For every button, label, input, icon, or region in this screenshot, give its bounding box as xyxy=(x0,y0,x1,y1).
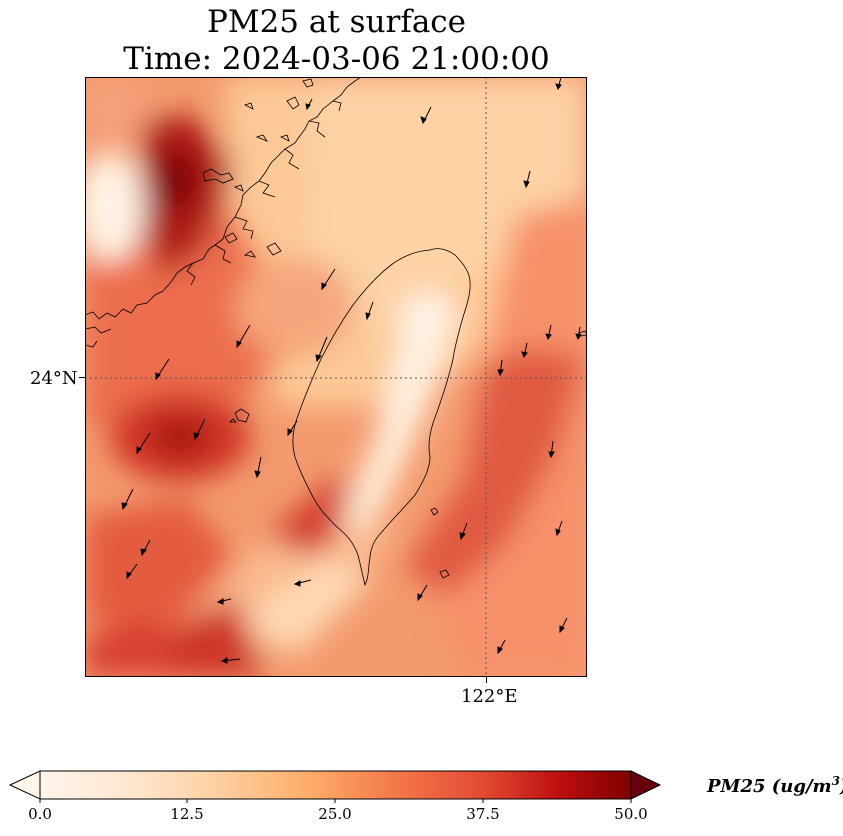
wind-arrow xyxy=(254,456,262,479)
colorbar-extend-max xyxy=(630,770,662,800)
wind-arrow xyxy=(126,563,138,580)
wind-arrow xyxy=(559,617,568,634)
china-coast-bays xyxy=(85,100,342,348)
latitude-tick-label: 24°N xyxy=(30,368,78,389)
wind-arrow xyxy=(365,301,374,321)
wind-arrow xyxy=(555,77,562,91)
wind-arrow xyxy=(315,336,328,363)
colorbar-tick-label: 25.0 xyxy=(318,805,352,823)
colorbar-unit-main: PM25 (ug/m xyxy=(707,776,832,797)
colorbar-tick-label: 37.5 xyxy=(466,805,500,823)
wind-arrow xyxy=(548,440,555,459)
wind-arrow xyxy=(193,418,206,441)
china-coastline xyxy=(85,77,362,320)
penghu-islands xyxy=(229,408,250,423)
wind-arrow xyxy=(121,488,134,511)
colorbar-extend-min xyxy=(8,770,41,800)
green-island xyxy=(430,507,439,516)
map-panel xyxy=(85,77,587,677)
wind-arrow xyxy=(420,106,432,125)
pm25-field xyxy=(85,77,587,677)
map-title-line-1: PM25 at surface xyxy=(206,4,467,40)
wind-arrow xyxy=(545,324,552,341)
wind-arrow xyxy=(305,98,313,111)
map-border xyxy=(85,77,587,677)
longitude-tick-label: 122°E xyxy=(461,686,518,707)
colorbar-tick-label: 12.5 xyxy=(170,805,204,823)
colorbar-tick-label: 50.0 xyxy=(614,805,648,823)
wind-arrow xyxy=(220,657,241,664)
lon-tick-mark xyxy=(486,677,487,683)
colorbar-tick-label: 0.0 xyxy=(28,805,52,823)
colorbar xyxy=(0,760,700,820)
wind-arrow xyxy=(497,359,504,377)
colorbar-unit-label: PM25 (ug/m3) xyxy=(707,774,843,797)
lat-tick-mark xyxy=(79,377,85,378)
wind-arrow xyxy=(140,539,151,557)
taiwan-coastline xyxy=(292,248,471,587)
wind-arrow xyxy=(497,639,506,655)
wind-arrow xyxy=(155,358,170,381)
wind-vectors xyxy=(121,77,582,664)
map-title-line-2: Time: 2024-03-06 21:00:00 xyxy=(123,41,550,77)
wind-arrow xyxy=(555,520,563,537)
orchid-island xyxy=(439,569,450,579)
wind-arrow xyxy=(287,420,298,437)
colorbar-unit-end: ) xyxy=(840,776,843,797)
colorbar-unit-exponent: 3 xyxy=(831,774,840,788)
fujian-islands xyxy=(202,78,314,258)
wind-arrow xyxy=(216,598,232,605)
wind-arrow xyxy=(136,432,151,455)
wind-arrow xyxy=(575,326,582,341)
wind-arrow xyxy=(521,342,528,359)
wind-arrow xyxy=(321,268,336,291)
wind-arrow xyxy=(236,324,251,349)
wind-arrow xyxy=(417,584,428,602)
wind-arrow xyxy=(293,579,312,587)
wind-arrow xyxy=(523,170,531,189)
wind-arrow xyxy=(459,522,468,541)
colorbar-gradient xyxy=(39,770,632,800)
